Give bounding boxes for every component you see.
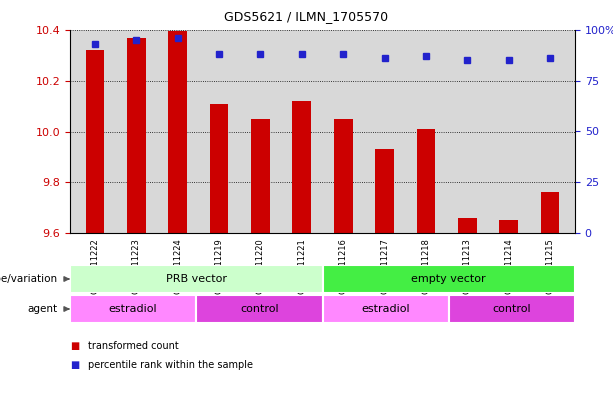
Bar [251, 119, 270, 233]
Bar [322, 295, 449, 323]
Bar [86, 50, 104, 233]
Bar [458, 218, 477, 233]
Text: percentile rank within the sample: percentile rank within the sample [88, 360, 253, 370]
Bar [196, 295, 322, 323]
Bar [500, 220, 518, 233]
Bar [541, 193, 560, 233]
Bar [322, 265, 575, 293]
Text: ■: ■ [70, 341, 79, 351]
Bar [169, 31, 187, 233]
Bar [70, 265, 322, 293]
Text: genotype/variation: genotype/variation [0, 274, 58, 284]
Text: control: control [493, 304, 531, 314]
Bar [334, 119, 352, 233]
Text: estradiol: estradiol [361, 304, 410, 314]
Bar [449, 295, 575, 323]
Bar [70, 295, 196, 323]
Text: PRB vector: PRB vector [166, 274, 227, 284]
Text: control: control [240, 304, 279, 314]
Bar [292, 101, 311, 233]
Text: empty vector: empty vector [411, 274, 486, 284]
Text: ■: ■ [70, 360, 79, 370]
Text: transformed count: transformed count [88, 341, 179, 351]
Text: estradiol: estradiol [109, 304, 158, 314]
Bar [417, 129, 435, 233]
Text: agent: agent [28, 304, 58, 314]
Text: GDS5621 / ILMN_1705570: GDS5621 / ILMN_1705570 [224, 10, 389, 23]
Bar [210, 104, 228, 233]
Bar [375, 149, 394, 233]
Bar [127, 38, 145, 233]
